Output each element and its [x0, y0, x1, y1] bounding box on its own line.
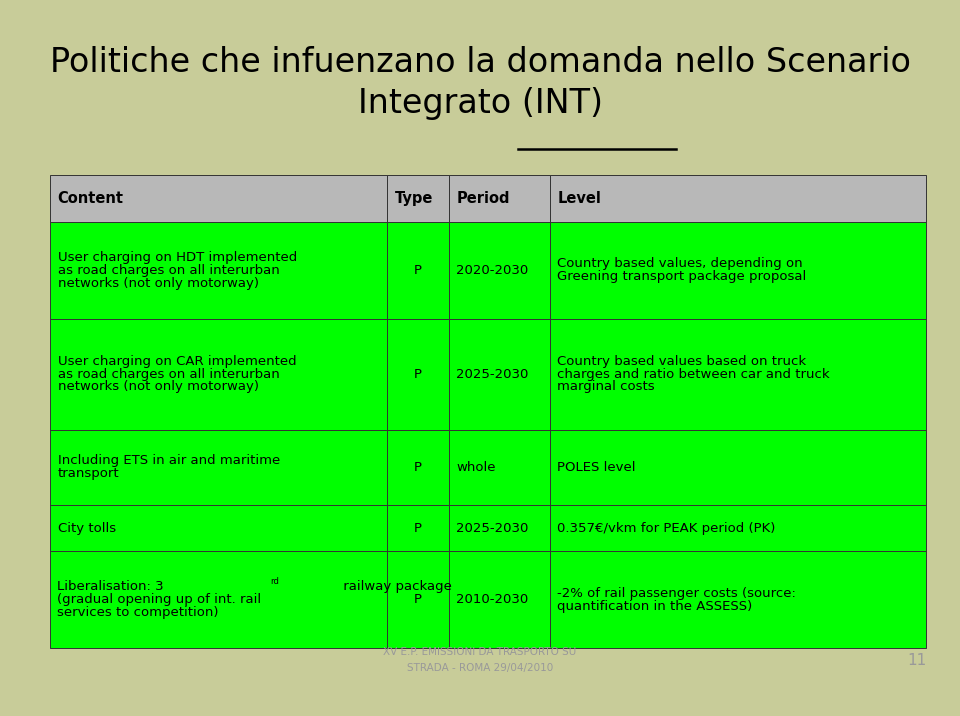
- Bar: [388, 430, 448, 505]
- Text: networks (not only motorway): networks (not only motorway): [58, 276, 258, 289]
- Text: P: P: [414, 593, 422, 606]
- Text: transport: transport: [58, 467, 119, 480]
- Text: Period: Period: [456, 191, 510, 206]
- Bar: [388, 319, 448, 430]
- Text: charges and ratio between car and truck: charges and ratio between car and truck: [557, 367, 829, 381]
- Text: 2025-2030: 2025-2030: [456, 521, 529, 535]
- Text: as road charges on all interurban: as road charges on all interurban: [58, 263, 279, 277]
- Text: P: P: [414, 367, 422, 381]
- Text: Content: Content: [58, 191, 124, 206]
- Text: Politiche che infuenzano la domanda nello Scenario: Politiche che infuenzano la domanda nell…: [50, 46, 910, 79]
- Bar: [549, 551, 926, 648]
- Bar: [549, 505, 926, 551]
- Text: whole: whole: [456, 460, 496, 474]
- Text: P: P: [414, 460, 422, 474]
- Bar: [50, 222, 388, 319]
- Text: Level: Level: [557, 191, 601, 206]
- Text: 2025-2030: 2025-2030: [456, 367, 529, 381]
- Bar: [549, 222, 926, 319]
- Text: XV E.P. EMISSIONI DA TRASPORTO SU: XV E.P. EMISSIONI DA TRASPORTO SU: [383, 647, 577, 657]
- Text: 0.357€/vkm for PEAK period (PK): 0.357€/vkm for PEAK period (PK): [557, 521, 776, 535]
- Text: POLES level: POLES level: [557, 460, 636, 474]
- Text: -2% of rail passenger costs (source:: -2% of rail passenger costs (source:: [557, 586, 796, 600]
- Bar: [388, 505, 448, 551]
- Bar: [50, 430, 388, 505]
- Bar: [448, 505, 549, 551]
- Bar: [388, 551, 448, 648]
- Text: rd: rd: [271, 577, 279, 586]
- Text: marginal costs: marginal costs: [557, 380, 655, 393]
- Text: Country based values based on truck: Country based values based on truck: [557, 355, 806, 368]
- Bar: [448, 175, 549, 222]
- Text: STRADA - ROMA 29/04/2010: STRADA - ROMA 29/04/2010: [407, 663, 553, 673]
- Text: quantification in the ASSESS): quantification in the ASSESS): [557, 599, 753, 613]
- Text: Integrato (INT): Integrato (INT): [357, 87, 603, 120]
- Text: as road charges on all interurban: as road charges on all interurban: [58, 367, 279, 381]
- Text: P: P: [414, 263, 422, 277]
- Text: railway package: railway package: [339, 581, 451, 594]
- Text: Greening transport package proposal: Greening transport package proposal: [557, 270, 806, 284]
- Bar: [50, 505, 388, 551]
- Bar: [50, 175, 388, 222]
- Bar: [448, 319, 549, 430]
- Bar: [549, 430, 926, 505]
- Text: services to competition): services to competition): [57, 606, 218, 619]
- Text: networks (not only motorway): networks (not only motorway): [58, 380, 258, 393]
- Bar: [448, 551, 549, 648]
- Bar: [388, 222, 448, 319]
- Text: Country based values, depending on: Country based values, depending on: [557, 257, 803, 271]
- Bar: [448, 222, 549, 319]
- Text: 11: 11: [907, 653, 926, 667]
- Text: Liberalisation: 3: Liberalisation: 3: [57, 581, 163, 594]
- Bar: [549, 175, 926, 222]
- Text: Type: Type: [396, 191, 433, 206]
- Bar: [388, 175, 448, 222]
- Text: User charging on CAR implemented: User charging on CAR implemented: [58, 355, 297, 368]
- Bar: [448, 430, 549, 505]
- Bar: [549, 319, 926, 430]
- Text: 2010-2030: 2010-2030: [456, 593, 529, 606]
- Text: P: P: [414, 521, 422, 535]
- Text: Including ETS in air and maritime: Including ETS in air and maritime: [58, 454, 280, 468]
- Text: 2020-2030: 2020-2030: [456, 263, 529, 277]
- Bar: [50, 319, 388, 430]
- Bar: [50, 551, 388, 648]
- Text: (gradual opening up of int. rail: (gradual opening up of int. rail: [57, 593, 261, 606]
- Text: User charging on HDT implemented: User charging on HDT implemented: [58, 251, 297, 264]
- Text: City tolls: City tolls: [58, 521, 116, 535]
